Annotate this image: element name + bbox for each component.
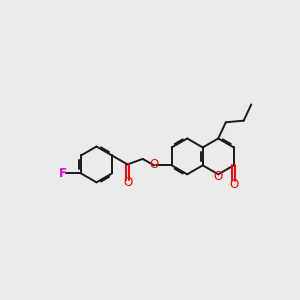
- Text: O: O: [149, 158, 159, 171]
- Text: O: O: [229, 178, 239, 191]
- Text: O: O: [123, 176, 132, 189]
- Text: O: O: [214, 170, 223, 183]
- Text: F: F: [59, 167, 67, 180]
